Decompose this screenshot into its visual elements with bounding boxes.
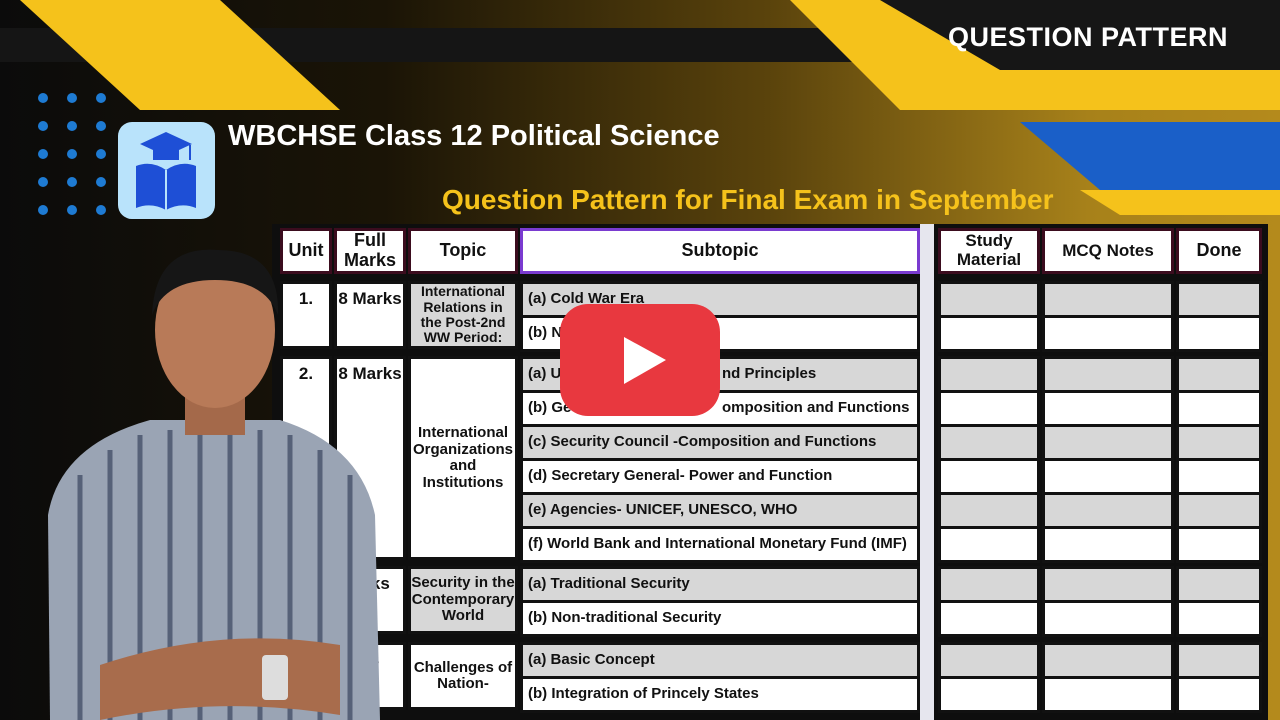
header-unit: Unit	[280, 228, 332, 274]
study-material-checkbox[interactable]	[938, 600, 1040, 637]
youtube-play-button[interactable]	[560, 304, 720, 416]
done-checkbox[interactable]	[1176, 642, 1262, 679]
done-checkbox[interactable]	[1176, 526, 1262, 563]
mcq-notes-checkbox[interactable]	[1042, 356, 1174, 393]
done-checkbox[interactable]	[1176, 566, 1262, 603]
subtopic-cell: (b) Integration of Princely States	[520, 676, 920, 713]
study-material-checkbox[interactable]	[938, 566, 1040, 603]
page-title: WBCHSE Class 12 Political Science	[228, 120, 720, 152]
mcq-notes-checkbox[interactable]	[1042, 390, 1174, 427]
header-done: Done	[1176, 228, 1262, 274]
study-material-checkbox[interactable]	[938, 642, 1040, 679]
table-gap	[920, 224, 934, 720]
topic-cell: Challenges of Nation-	[408, 642, 518, 710]
subtopic-cell: (d) Secretary General- Power and Functio…	[520, 458, 920, 495]
mcq-notes-checkbox[interactable]	[1042, 424, 1174, 461]
study-material-checkbox[interactable]	[938, 315, 1040, 352]
done-checkbox[interactable]	[1176, 390, 1262, 427]
done-checkbox[interactable]	[1176, 458, 1262, 495]
study-material-checkbox[interactable]	[938, 492, 1040, 529]
subtopic-cell: (b) Non-traditional Security	[520, 600, 920, 637]
subtopic-cell: (f) World Bank and International Monetar…	[520, 526, 920, 563]
done-checkbox[interactable]	[1176, 356, 1262, 393]
graduation-cap-book-icon	[118, 122, 215, 219]
mcq-notes-checkbox[interactable]	[1042, 676, 1174, 713]
page-subtitle: Question Pattern for Final Exam in Septe…	[442, 184, 1054, 215]
subtopic-partial-text: nd Principles	[722, 365, 817, 382]
topic-cell: Security in the Contemporary World	[408, 566, 518, 634]
unit-cell: 1.	[280, 281, 332, 349]
play-icon	[624, 337, 666, 384]
study-material-checkbox[interactable]	[938, 281, 1040, 318]
study-material-checkbox[interactable]	[938, 526, 1040, 563]
mcq-notes-checkbox[interactable]	[1042, 281, 1174, 318]
done-checkbox[interactable]	[1176, 281, 1262, 318]
presenter-photo	[48, 249, 380, 720]
subtopic-partial-text: omposition and Functions	[722, 399, 910, 416]
question-pattern-banner: QUESTION PATTERN	[948, 22, 1229, 52]
done-checkbox[interactable]	[1176, 676, 1262, 713]
done-checkbox[interactable]	[1176, 315, 1262, 352]
subtopic-cell: (e) Agencies- UNICEF, UNESCO, WHO	[520, 492, 920, 529]
subtopic-cell: (a) Traditional Security	[520, 566, 920, 603]
header-topic: Topic	[408, 228, 518, 274]
done-checkbox[interactable]	[1176, 424, 1262, 461]
header-full-marks: Full Marks	[334, 228, 406, 274]
decorative-dots	[38, 93, 108, 215]
mcq-notes-checkbox[interactable]	[1042, 315, 1174, 352]
mcq-notes-checkbox[interactable]	[1042, 526, 1174, 563]
mcq-notes-checkbox[interactable]	[1042, 458, 1174, 495]
mcq-notes-checkbox[interactable]	[1042, 600, 1174, 637]
study-material-checkbox[interactable]	[938, 458, 1040, 495]
header-study-material: Study Material	[938, 228, 1040, 274]
done-checkbox[interactable]	[1176, 600, 1262, 637]
full-marks-cell: 8 Marks	[334, 281, 406, 349]
subtopic-cell: (c) Security Council -Composition and Fu…	[520, 424, 920, 461]
header-mcq-notes: MCQ Notes	[1042, 228, 1174, 274]
subtopic-cell: (a) Basic Concept	[520, 642, 920, 679]
study-material-checkbox[interactable]	[938, 356, 1040, 393]
mcq-notes-checkbox[interactable]	[1042, 642, 1174, 679]
mcq-notes-checkbox[interactable]	[1042, 492, 1174, 529]
topic-cell: International Organizations and Institut…	[408, 356, 518, 560]
header-subtopic: Subtopic	[520, 228, 920, 274]
done-checkbox[interactable]	[1176, 492, 1262, 529]
study-material-checkbox[interactable]	[938, 424, 1040, 461]
topic-cell: International Relations in the Post-2nd …	[408, 281, 518, 349]
mcq-notes-checkbox[interactable]	[1042, 566, 1174, 603]
study-material-checkbox[interactable]	[938, 390, 1040, 427]
study-material-checkbox[interactable]	[938, 676, 1040, 713]
